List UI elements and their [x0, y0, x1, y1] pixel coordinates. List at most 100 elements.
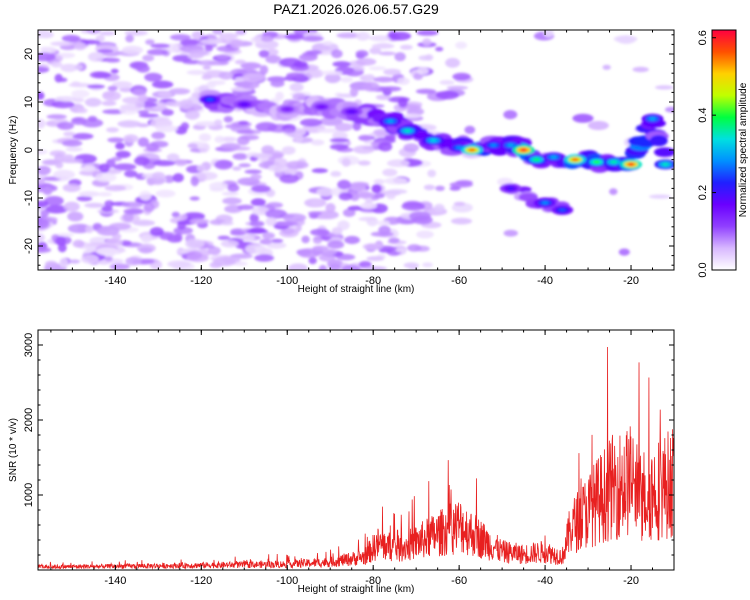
spectrogram-noise-cell	[159, 234, 174, 241]
spectrogram-noise-cell	[74, 64, 83, 70]
spectrogram-noise-cell	[503, 110, 518, 120]
spectrogram-noise-cell	[65, 147, 83, 152]
spectrogram-noise-cell	[445, 57, 461, 68]
spectrogram-noise-cell	[395, 247, 407, 253]
spectrogram-noise-cell	[145, 39, 155, 45]
spectrogram-noise-cell	[422, 262, 433, 268]
spectrogram-noise-cell	[245, 244, 267, 255]
spectrogram-noise-cell	[152, 171, 165, 180]
spectrogram-noise-cell	[371, 184, 382, 194]
spectrogram-noise-cell	[403, 143, 420, 153]
spectrogram-noise-cell	[301, 235, 310, 244]
spectrogram-noise-cell	[46, 114, 67, 120]
spectrogram-noise-cell	[450, 217, 473, 225]
spectrogram-noise-cell	[67, 223, 92, 234]
spectrogram-peak-core	[610, 160, 618, 164]
spectrogram-noise-cell	[97, 192, 113, 197]
spectrogram-noise-cell	[185, 238, 205, 249]
spectrogram-noise-cell	[355, 58, 377, 66]
spectrogram-noise-cell	[186, 70, 207, 75]
spectrogram-noise-cell	[334, 122, 353, 132]
spectrogram-noise-cell	[266, 242, 287, 249]
spectrogram-noise-cell	[293, 61, 308, 68]
spectrogram-noise-cell	[342, 208, 356, 217]
spectrogram-noise-cell	[216, 54, 230, 61]
spectrogram-noise-cell	[416, 230, 434, 239]
spectrogram-noise-cell	[250, 198, 266, 207]
spectrogram-peak-core	[283, 107, 291, 111]
spectrogram-noise-cell	[110, 68, 119, 74]
spectrogram-noise-cell	[249, 220, 265, 227]
spectrogram-noise-cell	[122, 212, 134, 222]
spectrogram-noise-cell	[79, 170, 103, 176]
spectrogram-noise-cell	[355, 31, 371, 41]
spectrogram-noise-cell	[45, 260, 58, 268]
spectrogram-peak-core	[627, 162, 635, 166]
spectrogram-noise-cell	[433, 203, 445, 213]
spectrogram-noise-cell	[195, 121, 219, 127]
spectrogram-noise-cell	[331, 227, 343, 236]
spectrogram-noise-cell	[319, 117, 343, 126]
spectrogram-noise-cell	[161, 109, 174, 116]
spectrogram-noise-cell	[151, 80, 174, 89]
spectrogram-noise-cell	[174, 159, 188, 167]
spectrogram-noise-cell	[237, 204, 255, 210]
snr-xlabel: Height of straight line (km)	[298, 584, 415, 595]
spectrogram-noise-cell	[76, 196, 93, 202]
spectrogram-noise-cell	[157, 91, 173, 98]
spectrogram-noise-cell	[214, 119, 223, 126]
colorbar-tick-label: 0.2	[697, 185, 709, 200]
spectrogram-noise-cell	[258, 50, 270, 58]
spectrogram-noise-cell	[136, 64, 150, 73]
spectrogram-noise-cell	[665, 106, 674, 113]
spectrogram-noise-cell	[242, 73, 266, 83]
spectrogram-noise-cell	[337, 179, 351, 190]
spectrogram-noise-cell	[212, 256, 237, 267]
spectrogram-noise-cell	[308, 211, 322, 216]
spectrogram-noise-cell	[204, 44, 213, 52]
colorbar-label: Normalized spectral amplitude	[738, 82, 749, 217]
spectrogram-noise-cell	[144, 72, 163, 82]
spectrogram-noise-cell	[217, 235, 230, 240]
spectrogram-noise-cell	[172, 173, 184, 183]
spectrogram-noise-cell	[139, 190, 152, 201]
spectrogram-noise-cell	[63, 201, 80, 212]
spectrogram-noise-cell	[362, 243, 383, 251]
spectrogram-noise-cell	[394, 52, 406, 62]
spectrogram-noise-cell	[60, 63, 78, 73]
spectrogram-noise-cell	[222, 197, 242, 205]
spectrogram-noise-cell	[55, 161, 64, 169]
spectrogram-noise-cell	[95, 35, 105, 43]
spectrogram-noise-cell	[73, 42, 87, 51]
spectrogram-noise-cell	[208, 80, 226, 86]
spectrogram-noise-cell	[383, 68, 401, 76]
spectrogram-xtick-label: -60	[451, 275, 467, 287]
spectrogram-noise-cell	[38, 149, 48, 155]
spectrogram-noise-cell	[380, 86, 402, 92]
spectrogram-noise-cell	[142, 54, 155, 62]
spectrogram-noise-cell	[54, 153, 65, 163]
spectrogram-noise-cell	[439, 80, 455, 85]
spectrogram-noise-cell	[106, 127, 119, 133]
spectrogram-noise-cell	[422, 38, 432, 46]
spectrogram-noise-cell	[71, 117, 87, 125]
spectrogram-noise-cell	[76, 107, 88, 114]
spectrogram-noise-cell	[221, 191, 239, 196]
spectrogram-noise-cell	[378, 51, 396, 56]
spectrogram-ytick-label: -20	[23, 238, 35, 254]
spectrogram-noise-cell	[427, 169, 437, 178]
spectrogram-noise-cell	[281, 146, 296, 155]
spectrogram-noise-cell	[655, 85, 674, 90]
spectrogram-noise-cell	[282, 128, 296, 134]
spectrogram-noise-cell	[299, 118, 323, 127]
spectrogram-noise-cell	[63, 131, 76, 137]
spectrogram-noise-cell	[119, 87, 134, 93]
spectrogram-noise-cell	[38, 246, 52, 253]
snr-panel: -140 -120 -100 -80 -60 -40 -20 1000 2000 3000 Hei…	[8, 329, 675, 595]
spectrogram-noise-cell	[56, 121, 75, 130]
spectrogram-noise-cell	[170, 34, 191, 41]
spectrogram-noise-cell	[397, 77, 410, 85]
spectrogram-noise-cell	[384, 134, 396, 141]
spectrogram-noise-cell	[270, 80, 285, 88]
